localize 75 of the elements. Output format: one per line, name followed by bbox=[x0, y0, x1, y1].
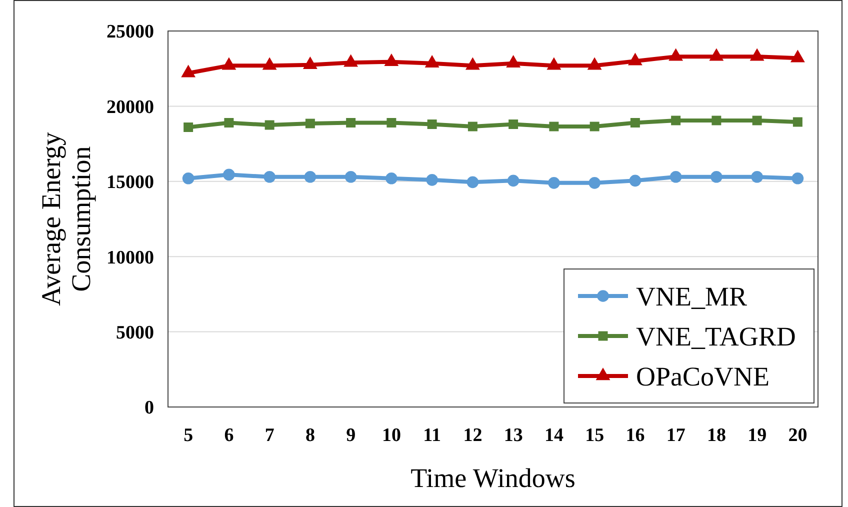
x-tick-label: 11 bbox=[423, 425, 442, 446]
point bbox=[344, 170, 357, 183]
point bbox=[182, 172, 194, 184]
point bbox=[751, 170, 763, 183]
point bbox=[588, 177, 600, 189]
x-tick-label: 12 bbox=[463, 425, 482, 446]
point bbox=[790, 50, 805, 62]
x-tick-label: 10 bbox=[382, 425, 401, 446]
point bbox=[508, 120, 518, 129]
point bbox=[671, 116, 681, 126]
point bbox=[262, 57, 277, 70]
point bbox=[628, 52, 642, 66]
x-tick-label: 13 bbox=[504, 425, 523, 446]
x-tick-label: 19 bbox=[748, 425, 767, 446]
y-tick-label: 20000 bbox=[106, 96, 154, 118]
point bbox=[629, 174, 642, 187]
point bbox=[224, 118, 234, 128]
point bbox=[466, 176, 479, 188]
point bbox=[386, 172, 398, 184]
point bbox=[181, 64, 196, 78]
x-tick-label: 6 bbox=[224, 425, 234, 446]
point bbox=[710, 170, 722, 183]
y-tick-label: 10000 bbox=[106, 247, 154, 268]
point bbox=[344, 54, 358, 67]
point bbox=[546, 57, 562, 70]
legend-label: VNE_MR bbox=[636, 281, 748, 312]
x-tick-label: 15 bbox=[585, 425, 604, 446]
x-axis-title: Time Windows bbox=[410, 463, 576, 493]
point bbox=[223, 168, 235, 181]
point bbox=[590, 122, 600, 132]
point bbox=[587, 57, 602, 70]
point bbox=[630, 118, 640, 128]
point bbox=[465, 57, 480, 70]
point bbox=[750, 48, 764, 61]
legend-label: VNE_TAGRD bbox=[636, 321, 796, 352]
y-tick-label: 5000 bbox=[116, 322, 154, 344]
point bbox=[302, 56, 318, 69]
x-tick-label: 8 bbox=[305, 425, 315, 446]
point bbox=[668, 48, 684, 61]
point bbox=[304, 170, 316, 183]
y-tick-label: 25000 bbox=[106, 22, 154, 43]
point bbox=[264, 170, 276, 183]
point bbox=[792, 117, 802, 127]
point bbox=[712, 116, 722, 126]
y-axis-title: Average Energy Consumption bbox=[36, 132, 96, 306]
point bbox=[426, 174, 438, 186]
x-tick-label: 14 bbox=[544, 425, 564, 446]
point bbox=[548, 177, 560, 189]
y-tick-label: 0 bbox=[144, 398, 154, 419]
point bbox=[346, 118, 356, 128]
x-tick-label: 17 bbox=[666, 425, 686, 446]
point bbox=[264, 120, 274, 130]
point bbox=[184, 122, 194, 132]
x-tick-label: 16 bbox=[626, 425, 645, 446]
x-tick-label: 20 bbox=[788, 425, 808, 446]
point bbox=[222, 57, 236, 70]
point bbox=[506, 55, 521, 68]
point bbox=[384, 54, 399, 66]
point bbox=[468, 122, 478, 132]
point bbox=[424, 55, 440, 68]
point bbox=[709, 48, 724, 61]
point bbox=[386, 118, 396, 128]
point bbox=[427, 120, 437, 129]
point bbox=[549, 122, 559, 132]
point bbox=[670, 170, 682, 183]
point bbox=[507, 174, 520, 187]
x-tick-label: 18 bbox=[706, 425, 726, 446]
y-tick-label: 15000 bbox=[106, 172, 154, 194]
point bbox=[752, 116, 762, 126]
legend-label: OPaCoVNE bbox=[636, 361, 770, 392]
x-tick-label: 9 bbox=[346, 425, 356, 446]
x-tick-label: 7 bbox=[264, 425, 275, 446]
x-tick-label: 5 bbox=[184, 425, 194, 446]
point bbox=[792, 172, 804, 184]
point bbox=[305, 118, 315, 128]
